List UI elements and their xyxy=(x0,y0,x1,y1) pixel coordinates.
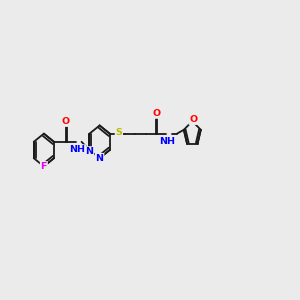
Text: O: O xyxy=(153,109,161,118)
Text: NH: NH xyxy=(69,145,85,154)
Text: O: O xyxy=(189,115,197,124)
Text: O: O xyxy=(61,117,70,126)
Text: N: N xyxy=(96,154,104,163)
Text: F: F xyxy=(40,162,47,171)
Text: S: S xyxy=(116,128,122,137)
Text: N: N xyxy=(85,147,94,156)
Text: NH: NH xyxy=(159,137,175,146)
